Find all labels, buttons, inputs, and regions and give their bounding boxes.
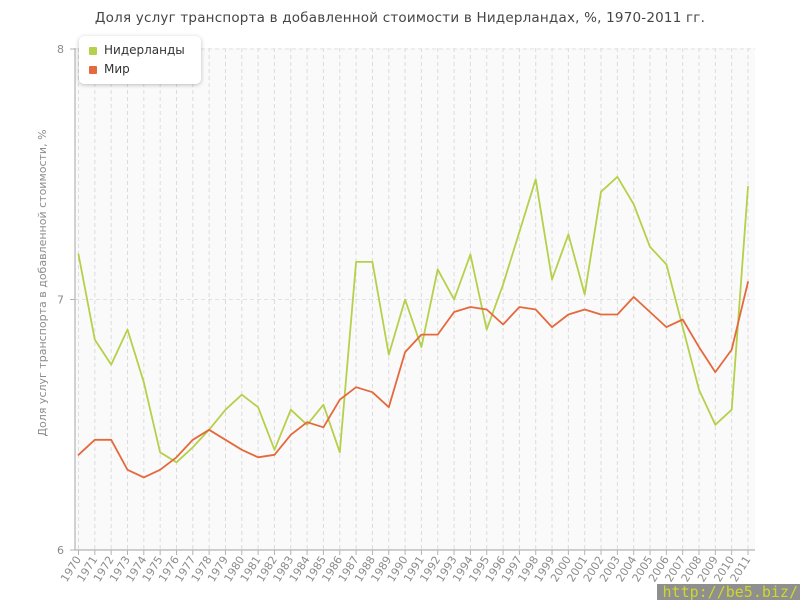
- legend-label-netherlands: Нидерланды: [104, 43, 185, 57]
- watermark-link[interactable]: http://be5.biz/: [656, 584, 800, 600]
- legend-item-netherlands: Нидерланды: [89, 43, 185, 58]
- legend-label-world: Мир: [104, 62, 130, 76]
- legend: Нидерланды Мир: [79, 36, 201, 84]
- chart-title: Доля услуг транспорта в добавленной стои…: [94, 10, 706, 26]
- series-line-netherlands: [77, 175, 749, 464]
- legend-item-world: Мир: [89, 62, 185, 77]
- y-tick-label: 6: [57, 544, 64, 557]
- y-tick-label: 7: [57, 294, 64, 307]
- world-series-swatch: [89, 65, 97, 74]
- y-tick-label: 8: [57, 43, 64, 56]
- series-line-world: [77, 281, 749, 479]
- netherlands-series-swatch: [89, 46, 97, 55]
